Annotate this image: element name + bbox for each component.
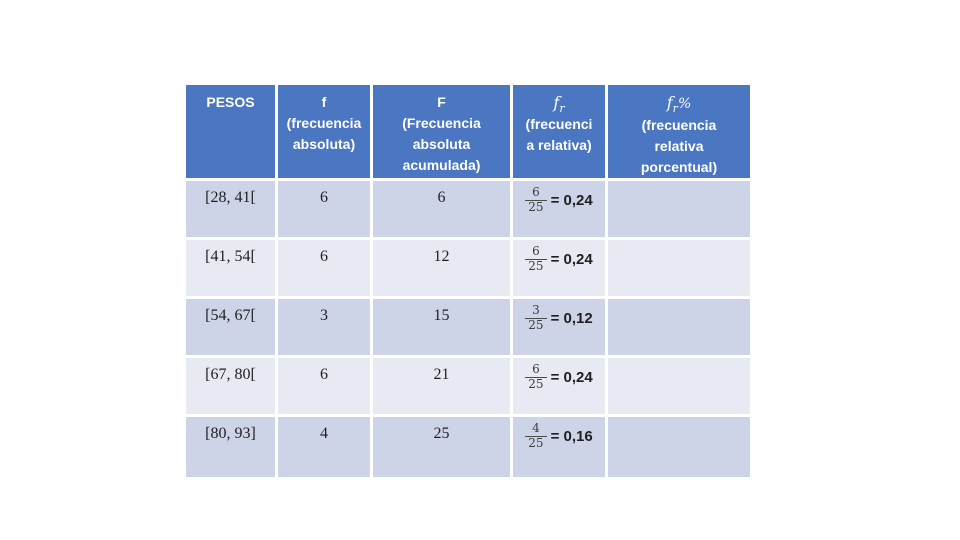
- fraction: 6 25: [525, 362, 547, 392]
- header-symbol-f: f: [321, 94, 327, 110]
- cell-pesos: [41, 54[: [186, 240, 275, 296]
- header-cell-fr-pct: fr% (frecuencia relativa porcentual): [608, 85, 750, 178]
- header-desc-line: acumulada): [402, 157, 481, 173]
- cell-fr-fraction: 6 25 = 0,24: [513, 181, 605, 237]
- cell-F-acumulada: 21: [373, 358, 510, 414]
- cell-fr-fraction: 3 25 = 0,12: [513, 299, 605, 355]
- header-desc-line: (Frecuencia: [402, 115, 481, 131]
- cell-F-acumulada: 15: [373, 299, 510, 355]
- cell-f: 6: [278, 181, 370, 237]
- fraction-result: = 0,24: [550, 368, 593, 386]
- cell-fr-pct: [608, 181, 750, 237]
- cell-F-acumulada: 12: [373, 240, 510, 296]
- cell-fr-pct: [608, 299, 750, 355]
- table-row: [41, 54[ 6 12 6 25 = 0,24: [186, 240, 750, 296]
- header-label-pesos: PESOS: [206, 94, 255, 110]
- cell-f: 6: [278, 240, 370, 296]
- fraction-result: = 0,24: [550, 191, 593, 209]
- header-desc-line: relativa: [654, 138, 704, 154]
- header-cell-fr: fr (frecuenci a relativa): [513, 85, 605, 178]
- frequency-table-wrap: PESOS f (frecuencia absoluta) F (Frecuen…: [183, 82, 753, 480]
- header-row: PESOS f (frecuencia absoluta) F (Frecuen…: [186, 85, 750, 178]
- cell-pesos: [67, 80[: [186, 358, 275, 414]
- table-row: [67, 80[ 6 21 6 25 = 0,24: [186, 358, 750, 414]
- fraction: 6 25: [525, 244, 547, 274]
- cell-fr-fraction: 6 25 = 0,24: [513, 358, 605, 414]
- cell-F-acumulada: 6: [373, 181, 510, 237]
- header-cell-pesos: PESOS: [186, 85, 275, 178]
- fraction-result: = 0,24: [550, 250, 593, 268]
- fraction-result: = 0,12: [550, 309, 593, 327]
- header-desc-line: (frecuencia: [641, 117, 717, 133]
- cell-f: 3: [278, 299, 370, 355]
- header-cell-f: f (frecuencia absoluta): [278, 85, 370, 178]
- table-row: [80, 93] 4 25 4 25 = 0,16: [186, 417, 750, 477]
- table-row: [28, 41[ 6 6 6 25 = 0,24: [186, 181, 750, 237]
- cell-fr-pct: [608, 417, 750, 477]
- header-desc-line: porcentual): [640, 159, 718, 175]
- cell-fr-pct: [608, 358, 750, 414]
- table-row: [54, 67[ 3 15 3 25 = 0,12: [186, 299, 750, 355]
- cell-pesos: [80, 93]: [186, 417, 275, 477]
- fraction: 4 25: [525, 421, 547, 451]
- frequency-table: PESOS f (frecuencia absoluta) F (Frecuen…: [183, 82, 753, 480]
- header-desc-line: absoluta): [292, 136, 356, 152]
- header-symbol-F: F: [437, 94, 446, 110]
- cell-fr-fraction: 6 25 = 0,24: [513, 240, 605, 296]
- header-symbol-fr-pct: fr%: [666, 93, 692, 116]
- cell-fr-fraction: 4 25 = 0,16: [513, 417, 605, 477]
- cell-pesos: [28, 41[: [186, 181, 275, 237]
- fraction: 3 25: [525, 303, 547, 333]
- cell-fr-pct: [608, 240, 750, 296]
- cell-F-acumulada: 25: [373, 417, 510, 477]
- header-desc-line: (frecuencia: [286, 115, 362, 131]
- header-desc-line: absoluta: [412, 136, 471, 152]
- fraction: 6 25: [525, 185, 547, 215]
- header-cell-F-acumulada: F (Frecuencia absoluta acumulada): [373, 85, 510, 178]
- fraction-result: = 0,16: [550, 427, 593, 445]
- cell-f: 6: [278, 358, 370, 414]
- cell-pesos: [54, 67[: [186, 299, 275, 355]
- cell-f: 4: [278, 417, 370, 477]
- header-symbol-fr: fr: [553, 93, 565, 116]
- header-desc-line: (frecuenci: [525, 116, 593, 132]
- header-desc-line: a relativa): [526, 137, 592, 153]
